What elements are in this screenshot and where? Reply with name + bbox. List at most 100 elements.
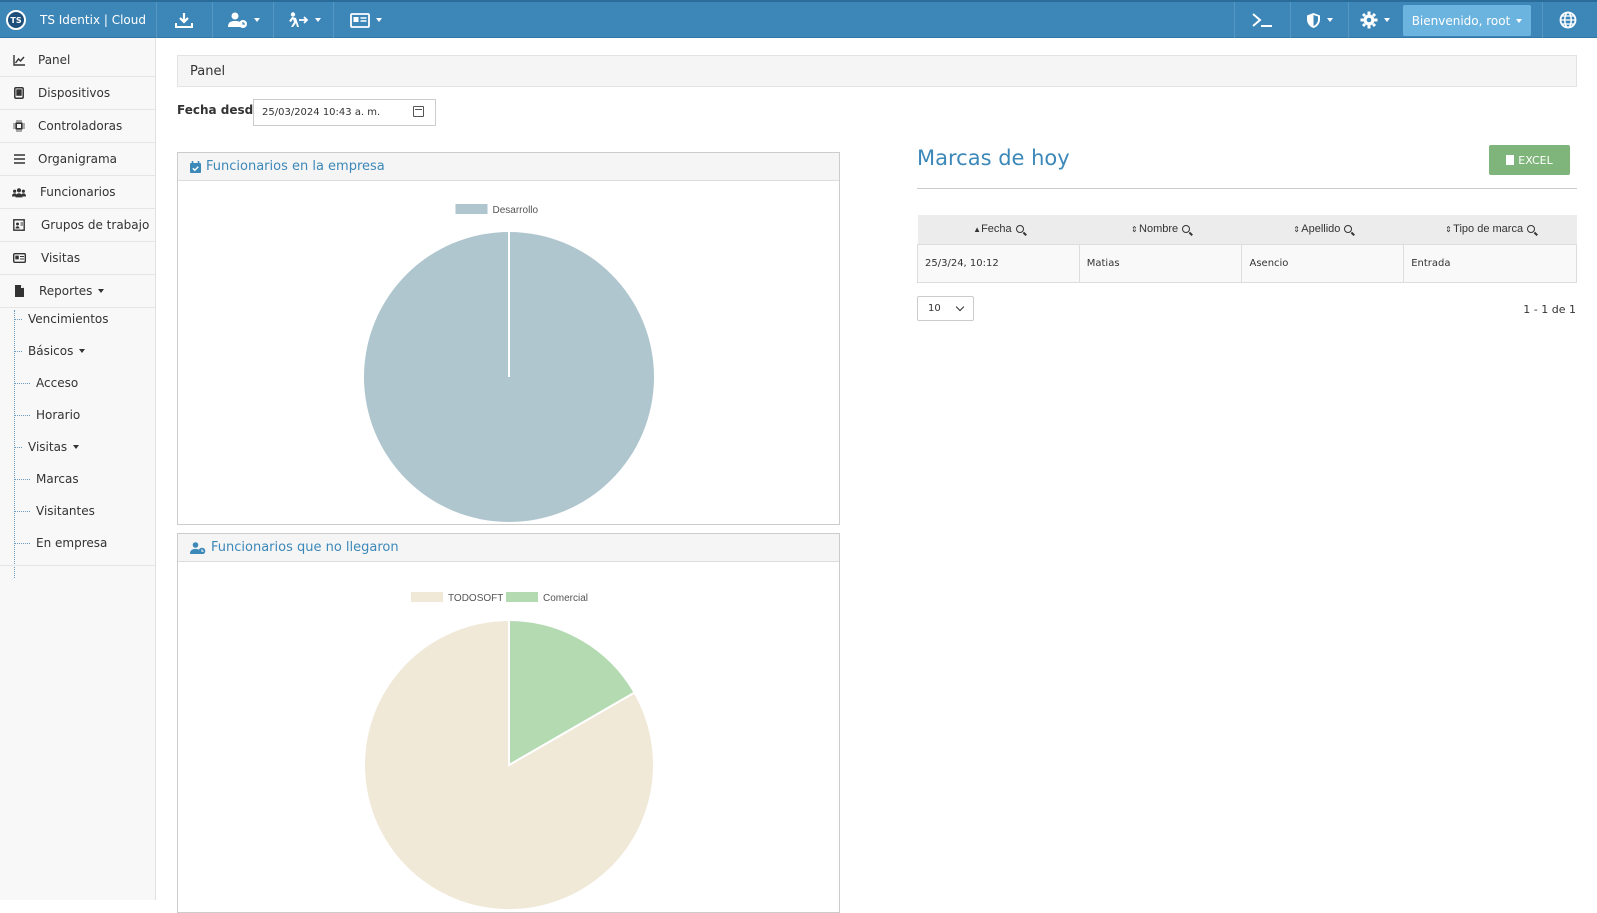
chevron-down-icon bbox=[955, 302, 965, 312]
column-label: Tipo de marca bbox=[1453, 223, 1524, 236]
sidebar-item-label: Marcas bbox=[36, 472, 79, 486]
column-header-nombre[interactable]: ⇕Nombre bbox=[1079, 215, 1242, 245]
pie-slice[interactable] bbox=[508, 618, 636, 767]
gear-icon bbox=[1360, 11, 1378, 29]
chevron-down-icon bbox=[73, 445, 80, 449]
sidebar-item-panel[interactable]: Panel bbox=[0, 44, 155, 77]
terminal-icon bbox=[1252, 13, 1272, 27]
calendar-icon[interactable] bbox=[413, 106, 424, 117]
excel-export-button[interactable]: EXCEL bbox=[1489, 145, 1570, 175]
user-menu-button[interactable]: Bienvenido, root bbox=[1403, 5, 1531, 36]
pie-chart-empresa: Desarrollo bbox=[364, 204, 654, 522]
search-icon[interactable] bbox=[1015, 225, 1024, 234]
search-icon[interactable] bbox=[1527, 225, 1536, 234]
column-label: Fecha bbox=[981, 223, 1012, 236]
chevron-down-icon bbox=[79, 349, 86, 353]
sidebar-item-visitas[interactable]: Visitas bbox=[0, 242, 155, 275]
language-button[interactable] bbox=[1552, 2, 1584, 38]
pie-chart-no-llegaron: TODOSOFT Comercial bbox=[363, 592, 655, 911]
sidebar-item-dispositivos[interactable]: Dispositivos bbox=[0, 77, 155, 110]
sidebar-item-acceso[interactable]: Acceso bbox=[15, 376, 78, 390]
exit-menu-button[interactable] bbox=[282, 2, 326, 38]
chevron-down-icon bbox=[254, 18, 260, 22]
sidebar-item-horario[interactable]: Horario bbox=[15, 408, 80, 422]
sidebar-item-grupos[interactable]: Grupos de trabajo bbox=[0, 209, 155, 242]
legend-label[interactable]: TODOSOFT bbox=[448, 593, 503, 604]
divider bbox=[1542, 2, 1543, 38]
column-header-apellido[interactable]: ⇕Apellido bbox=[1241, 215, 1404, 245]
chip-icon bbox=[12, 120, 26, 132]
divider bbox=[0, 565, 155, 566]
settings-menu-button[interactable] bbox=[1356, 2, 1394, 38]
app-logo: TS bbox=[6, 10, 26, 30]
page-size-select[interactable]: 10 bbox=[917, 296, 974, 321]
sidebar-item-label: Controladoras bbox=[38, 119, 123, 133]
sidebar: Panel Dispositivos Controladoras Organig… bbox=[0, 38, 156, 900]
users-icon bbox=[12, 187, 26, 198]
cell-tipo: Entrada bbox=[1403, 243, 1577, 283]
sidebar-item-label: Reportes bbox=[39, 284, 93, 298]
sidebar-item-label: En empresa bbox=[36, 536, 108, 550]
pagination-info: 1 - 1 de 1 bbox=[1523, 303, 1576, 316]
top-navbar: TS TS Identix | Cloud Bienvenido, root bbox=[0, 0, 1597, 38]
sidebar-item-controladoras[interactable]: Controladoras bbox=[0, 110, 155, 143]
user-clock-icon bbox=[190, 541, 206, 554]
legend-swatch[interactable] bbox=[506, 592, 538, 602]
sidebar-item-visitantes[interactable]: Visitantes bbox=[15, 504, 95, 518]
legend-swatch[interactable] bbox=[455, 204, 488, 214]
download-icon bbox=[175, 13, 193, 28]
id-badge-icon bbox=[12, 253, 26, 263]
terminal-button[interactable] bbox=[1247, 2, 1277, 38]
sidebar-item-vencimientos[interactable]: Vencimientos bbox=[15, 312, 109, 326]
calendar-check-icon bbox=[190, 160, 201, 173]
legend-label[interactable]: Comercial bbox=[543, 593, 588, 604]
brand[interactable]: TS TS Identix | Cloud bbox=[0, 2, 154, 38]
tree-connector bbox=[15, 382, 30, 384]
breadcrumb-item[interactable]: Panel bbox=[190, 63, 226, 79]
sidebar-item-visitas-report[interactable]: Visitas bbox=[15, 440, 80, 454]
cards-menu-button[interactable] bbox=[344, 2, 388, 38]
sidebar-item-organigrama[interactable]: Organigrama bbox=[0, 143, 155, 176]
sidebar-item-label: Visitas bbox=[28, 440, 68, 454]
column-header-tipo[interactable]: ⇕Tipo de marca bbox=[1403, 215, 1577, 245]
tree-connector bbox=[15, 478, 30, 480]
divider bbox=[1234, 2, 1235, 38]
excel-label: EXCEL bbox=[1518, 153, 1553, 167]
panel-funcionarios-no-llegaron: Funcionarios que no llegaron TODOSOFT Com… bbox=[177, 533, 840, 913]
table-row[interactable]: 25/3/24, 10:12 Matias Asencio Entrada bbox=[917, 243, 1577, 283]
divider bbox=[156, 2, 157, 38]
cell-fecha: 25/3/24, 10:12 bbox=[917, 243, 1080, 283]
legend-label[interactable]: Desarrollo bbox=[493, 205, 539, 216]
sort-up-icon: ▲ bbox=[973, 225, 981, 235]
sidebar-item-basicos[interactable]: Básicos bbox=[15, 344, 86, 358]
panel-title: Funcionarios que no llegaron bbox=[211, 540, 399, 555]
divider bbox=[1290, 2, 1291, 38]
panel-funcionarios-empresa: Funcionarios en la empresa Desarrollo bbox=[177, 152, 840, 525]
tree-line bbox=[14, 310, 15, 578]
column-header-fecha[interactable]: ▲Fecha bbox=[917, 215, 1080, 245]
search-icon[interactable] bbox=[1344, 225, 1353, 234]
sidebar-item-marcas[interactable]: Marcas bbox=[15, 472, 79, 486]
sidebar-item-reportes[interactable]: Reportes bbox=[0, 275, 155, 308]
sidebar-item-label: Acceso bbox=[36, 376, 79, 390]
sidebar-item-en-empresa[interactable]: En empresa bbox=[15, 536, 107, 550]
security-menu-button[interactable] bbox=[1300, 2, 1338, 38]
users-menu-button[interactable] bbox=[222, 2, 266, 38]
search-icon[interactable] bbox=[1182, 225, 1191, 234]
page-size-value: 10 bbox=[928, 303, 941, 314]
legend-swatch[interactable] bbox=[411, 592, 443, 602]
file-icon bbox=[12, 285, 26, 297]
cell-apellido: Asencio bbox=[1241, 243, 1405, 283]
marks-table: ▲Fecha ⇕Nombre ⇕Apellido ⇕Tipo de marca … bbox=[917, 215, 1577, 283]
tree-connector bbox=[15, 414, 30, 416]
date-from-input[interactable]: 25/03/2024 10:43 a. m. bbox=[253, 99, 436, 126]
sidebar-item-label: Organigrama bbox=[38, 152, 118, 166]
sidebar-item-funcionarios[interactable]: Funcionarios bbox=[0, 176, 155, 209]
shield-icon bbox=[1306, 12, 1320, 28]
tablet-icon bbox=[12, 87, 26, 99]
tree-connector bbox=[15, 318, 22, 320]
tree-connector bbox=[15, 446, 22, 448]
sidebar-item-label: Vencimientos bbox=[28, 312, 109, 326]
download-button[interactable] bbox=[168, 2, 200, 38]
divider bbox=[212, 2, 213, 38]
